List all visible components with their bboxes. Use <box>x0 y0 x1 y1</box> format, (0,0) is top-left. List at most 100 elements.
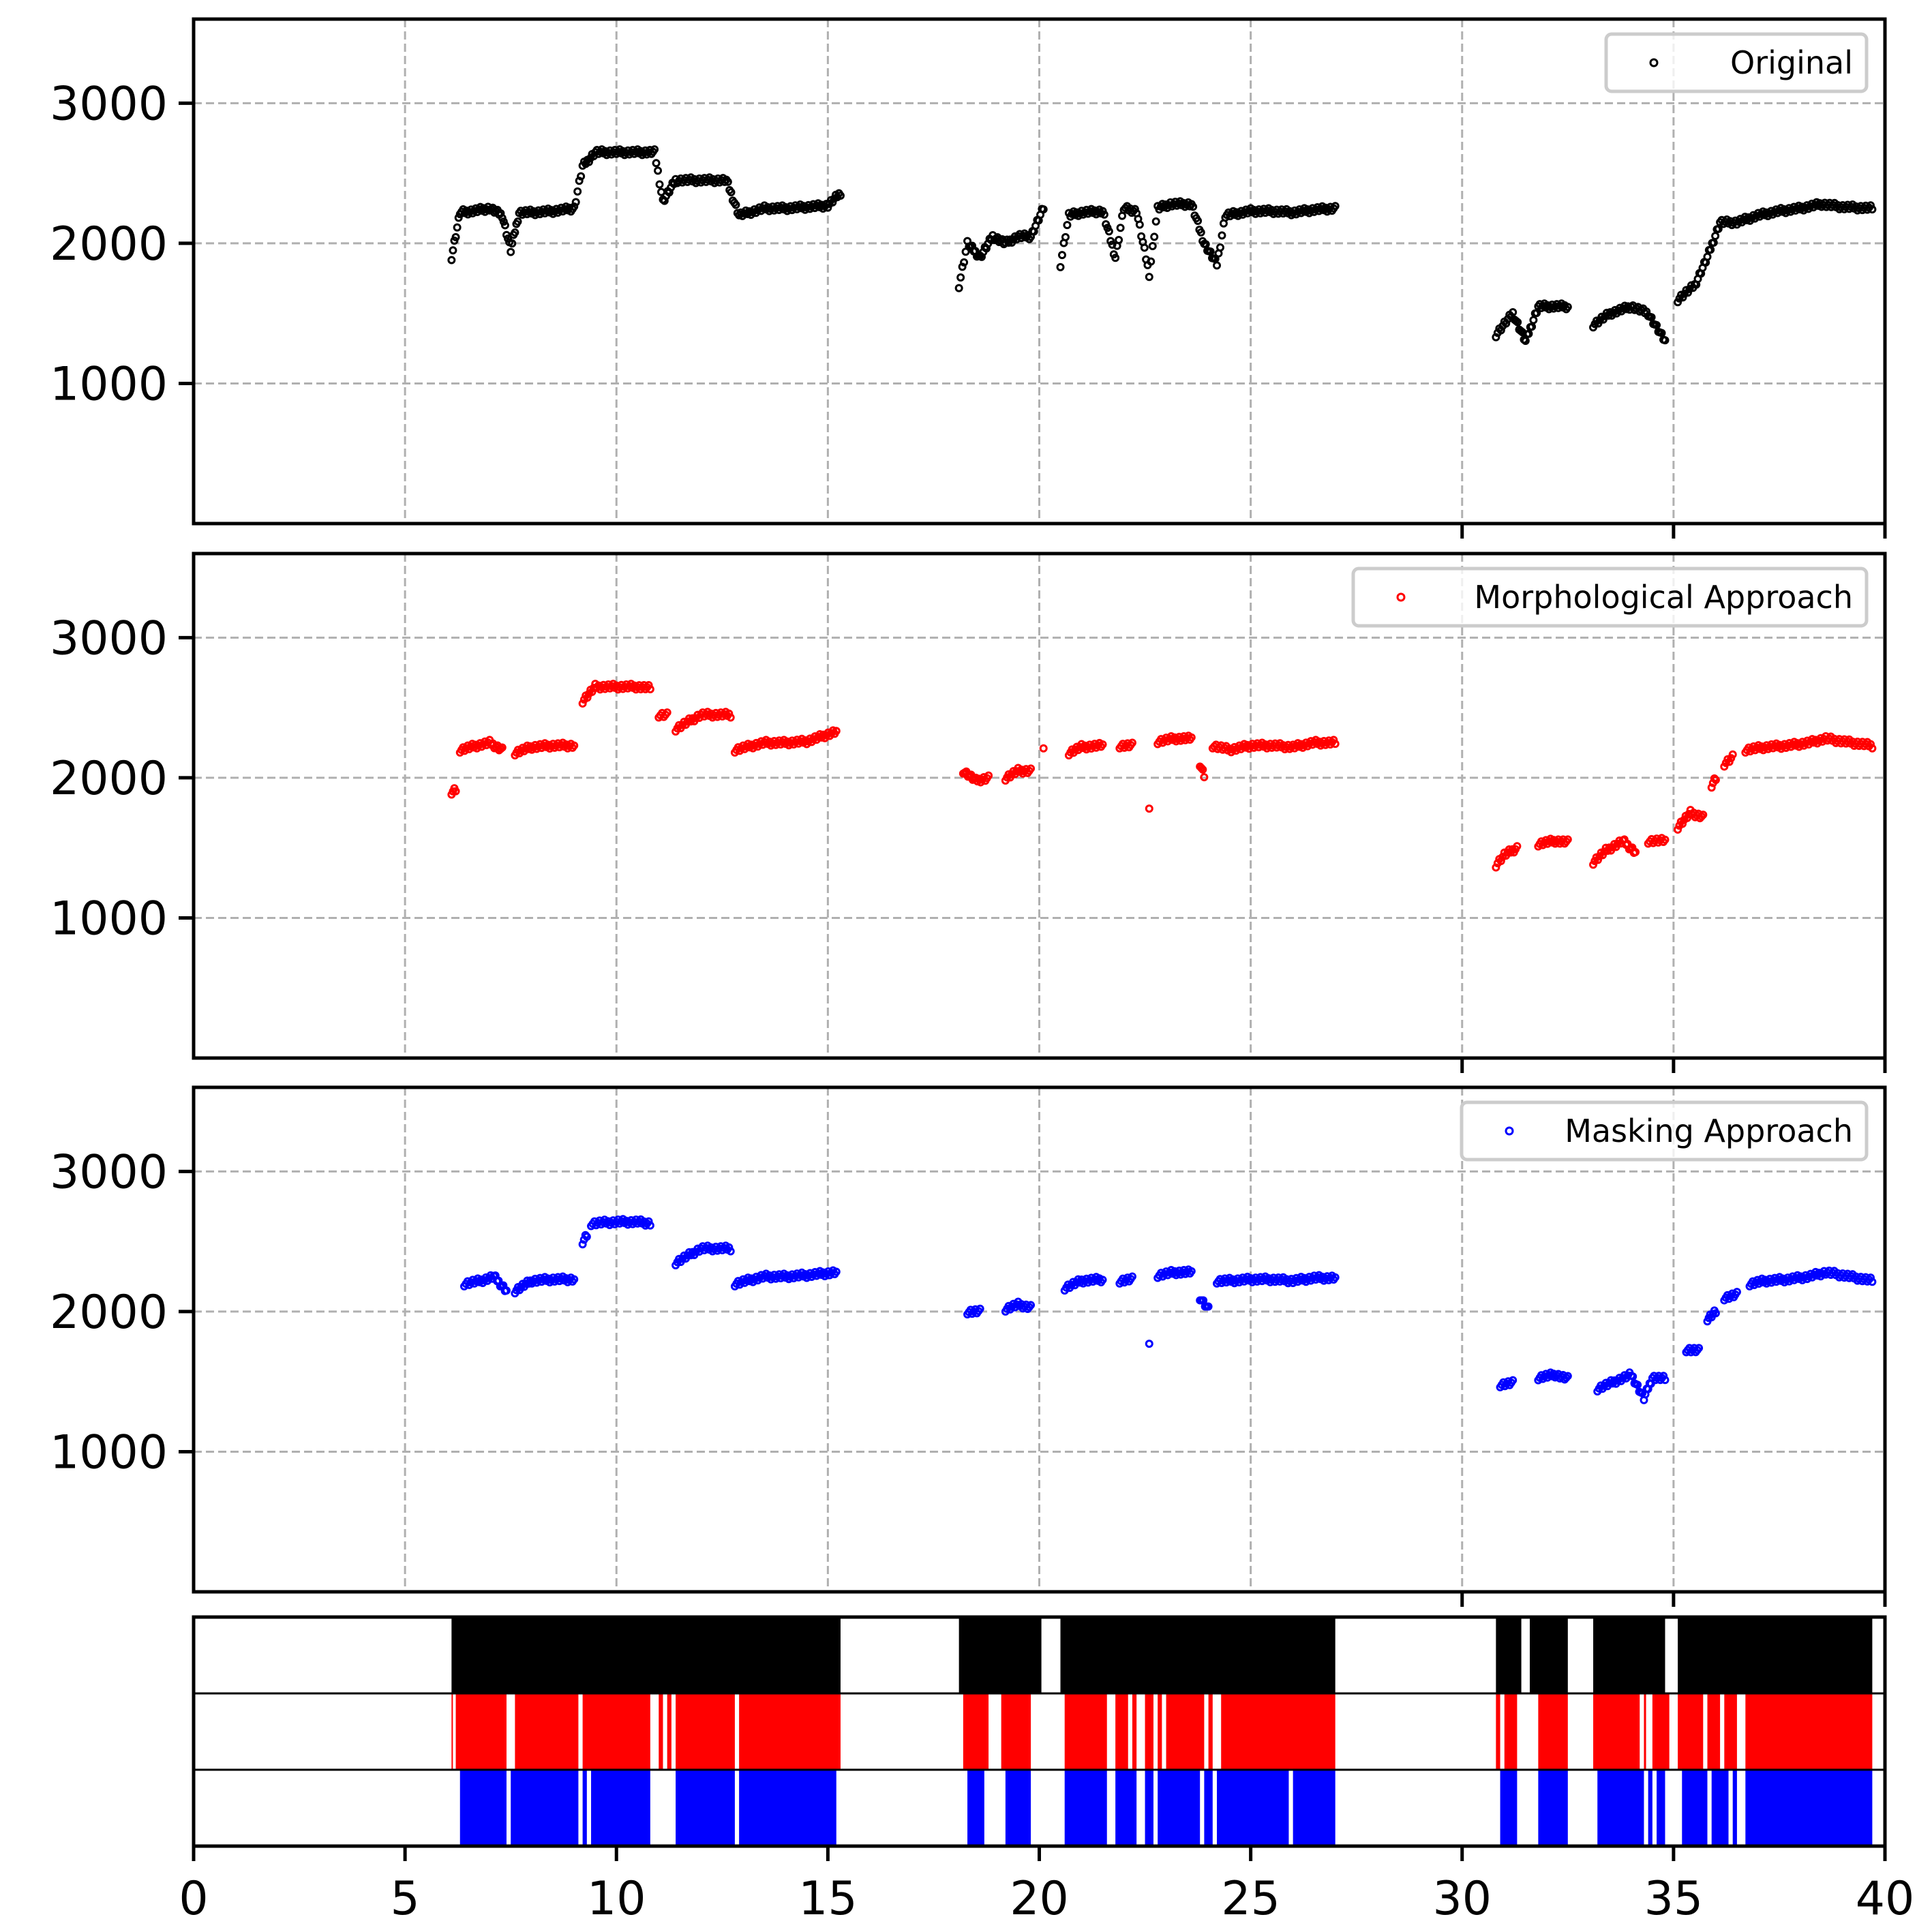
y-tick-label: 3000 <box>50 77 168 131</box>
coverage-bar <box>1644 1693 1646 1770</box>
data-point <box>723 177 732 186</box>
coverage-bar <box>1657 1770 1665 1846</box>
coverage-bar <box>1745 1693 1873 1770</box>
data-point <box>1213 261 1222 270</box>
data-point <box>451 787 460 796</box>
x-tick-label: 20 <box>1010 1872 1069 1926</box>
data-point <box>1866 740 1875 749</box>
morphological-approach-series <box>447 680 1877 872</box>
legend: Masking Approach <box>1460 1100 1869 1162</box>
y-tick-label: 1000 <box>50 1425 168 1479</box>
coverage-bar <box>959 1617 1042 1693</box>
data-point <box>502 1286 511 1295</box>
y-tick-label: 3000 <box>50 1145 168 1199</box>
data-point <box>1509 308 1518 317</box>
coverage-bar <box>1745 1770 1873 1846</box>
data-point <box>1868 1278 1877 1286</box>
data-point <box>1707 783 1716 792</box>
data-point <box>1661 1376 1670 1385</box>
data-point <box>511 228 519 237</box>
coverage-bar <box>1496 1617 1522 1693</box>
data-point <box>500 221 509 230</box>
data-point <box>1678 819 1687 828</box>
coverage-bar <box>667 1693 671 1770</box>
data-point <box>1513 318 1522 327</box>
coverage-bar <box>1707 1693 1721 1770</box>
data-point <box>1039 744 1048 753</box>
coverage-strip-panel: 0 5 10 15 20 25 30 35 40 <box>179 1615 1914 1926</box>
data-point <box>1187 733 1196 742</box>
coverage-bar <box>1724 1693 1737 1770</box>
y-tick-label: 1000 <box>50 357 168 411</box>
data-point <box>1563 303 1572 312</box>
data-point <box>578 1240 587 1249</box>
data-point <box>1194 217 1203 225</box>
coverage-bar <box>1682 1770 1708 1846</box>
coverage-bar <box>455 1693 507 1770</box>
coverage-bar <box>1145 1770 1153 1846</box>
data-point <box>1866 201 1875 210</box>
data-point <box>1027 1301 1036 1310</box>
data-point <box>1039 205 1048 214</box>
data-point <box>1509 1376 1518 1385</box>
data-point <box>1711 1309 1720 1318</box>
data-point <box>1140 243 1149 252</box>
data-point <box>1866 1273 1875 1282</box>
data-point <box>1521 336 1530 345</box>
coverage-bar <box>451 1693 453 1770</box>
data-point <box>1502 319 1511 328</box>
coverage-bar <box>1132 1693 1137 1770</box>
axes-frame <box>192 552 1887 1060</box>
data-point <box>725 709 734 718</box>
coverage-bar <box>1221 1693 1335 1770</box>
x-tick-label: 10 <box>587 1872 646 1926</box>
data-point <box>1130 205 1139 213</box>
data-point <box>1145 273 1153 282</box>
data-point <box>1098 1276 1107 1284</box>
data-point <box>1115 235 1123 244</box>
data-point <box>1563 1372 1572 1380</box>
x-tick-label: 25 <box>1221 1872 1280 1926</box>
data-point <box>447 256 456 265</box>
data-point <box>449 246 457 255</box>
data-point <box>1098 740 1107 749</box>
coverage-bar <box>1208 1693 1213 1770</box>
data-point <box>976 1304 984 1313</box>
data-point <box>573 187 582 196</box>
data-point <box>1148 242 1157 250</box>
coverage-bar <box>1678 1693 1704 1770</box>
data-point <box>1492 333 1500 342</box>
legend-marker <box>1396 592 1406 602</box>
data-point <box>646 1221 654 1230</box>
data-point <box>1061 232 1070 241</box>
coverage-bar <box>1158 1693 1162 1770</box>
coverage-bar <box>1500 1770 1518 1846</box>
data-point <box>1116 224 1125 232</box>
data-point <box>1331 740 1340 749</box>
coverage-bar <box>1115 1770 1137 1846</box>
data-point <box>726 1247 735 1256</box>
data-point <box>498 743 507 752</box>
data-point <box>644 1217 653 1226</box>
data-point <box>1524 329 1533 338</box>
data-point <box>1145 804 1153 813</box>
coverage-bar <box>591 1770 650 1846</box>
data-point <box>1331 202 1340 211</box>
data-point <box>727 188 736 197</box>
coverage-bar <box>1158 1770 1201 1846</box>
coverage-bar <box>676 1693 735 1770</box>
coverage-bar <box>1204 1770 1213 1846</box>
data-point <box>1496 326 1505 335</box>
data-point <box>1027 764 1036 773</box>
data-point <box>1513 842 1522 851</box>
data-point <box>644 680 653 689</box>
legend-box <box>1460 1100 1869 1162</box>
data-point <box>1104 227 1113 236</box>
data-point <box>1218 231 1226 240</box>
data-point <box>726 713 735 722</box>
data-point <box>508 239 517 248</box>
morphological-scatter-panel: 1000 2000 3000 Morphological Approach <box>50 552 1887 1073</box>
coverage-bar <box>963 1693 989 1770</box>
data-point <box>513 217 522 226</box>
